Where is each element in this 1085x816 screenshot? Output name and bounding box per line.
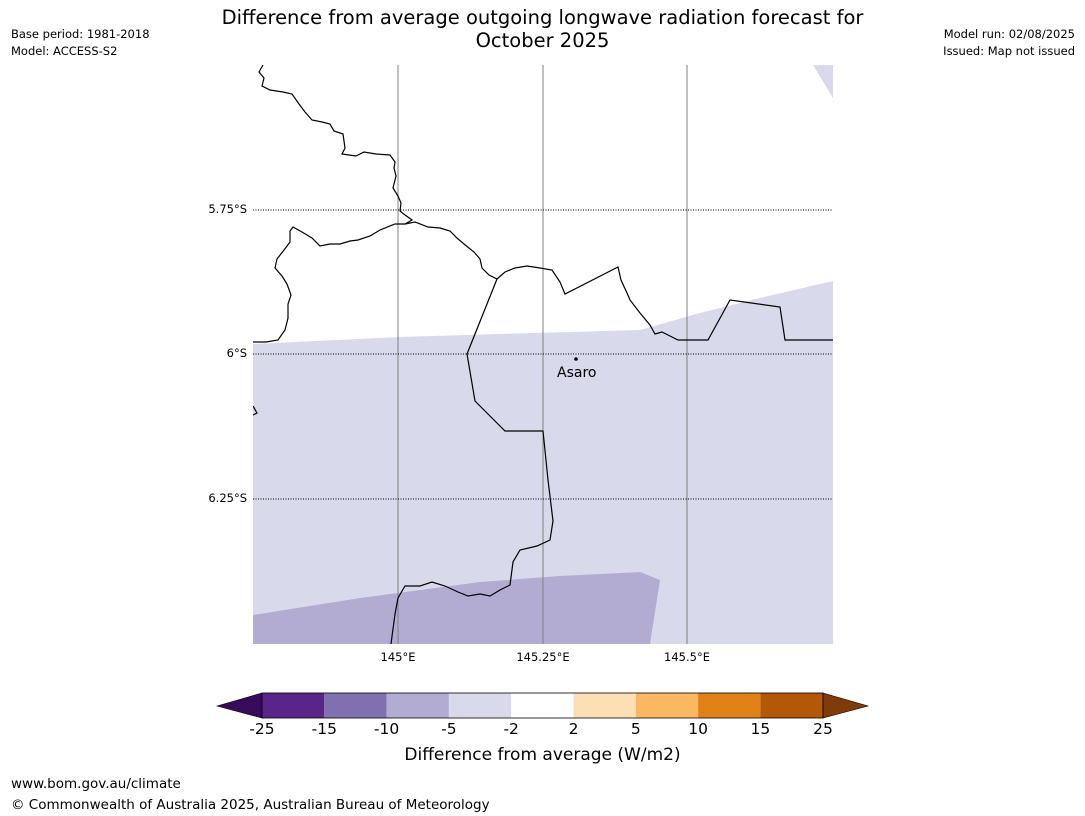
model-run-text: Model run: 02/08/2025 — [943, 27, 1075, 41]
colorbar-tick-label: 10 — [688, 720, 708, 738]
longitude-label: 145°E — [380, 650, 416, 664]
colorbar-tick-label: -10 — [373, 720, 400, 738]
latitude-label: 5.75°S — [208, 202, 247, 216]
map-metadata-left: Base period: 1981-2018 Model: ACCESS-S2 — [11, 26, 150, 60]
colorbar-tick-label: 2 — [568, 720, 579, 738]
colorbar-tick-label: -5 — [441, 720, 457, 738]
colorbar-bin — [698, 693, 761, 718]
boundary-north — [253, 65, 414, 343]
map-metadata-right: Model run: 02/08/2025 Issued: Map not is… — [943, 26, 1075, 60]
town-marker — [574, 357, 578, 361]
town-label: Asaro — [557, 365, 597, 381]
colorbar-bin — [324, 693, 387, 718]
colorbar — [215, 692, 870, 719]
colorbar-outline — [261, 692, 824, 719]
colorbar-over-triangle — [822, 692, 870, 719]
colorbar-bin — [448, 693, 512, 718]
model-text: Model: ACCESS-S2 — [11, 44, 118, 58]
footer-url: www.bom.gov.au/climate — [11, 776, 181, 792]
colorbar-tick-label: 5 — [630, 720, 641, 738]
colorbar-bin — [511, 693, 574, 718]
title-line-2: October 2025 — [475, 29, 610, 52]
colorbar-bin — [760, 693, 823, 718]
map-title: Difference from average outgoing longwav… — [180, 6, 905, 52]
latitude-label: 6.25°S — [208, 491, 247, 505]
colorbar-tick-label: -15 — [311, 720, 337, 738]
longitude-label: 145.25°E — [516, 650, 570, 664]
issued-text: Issued: Map not issued — [943, 44, 1075, 58]
colorbar-tick-label: -25 — [249, 720, 275, 738]
boundary-south — [390, 278, 554, 644]
boundary-central — [404, 221, 833, 341]
title-line-1: Difference from average outgoing longwav… — [221, 6, 864, 29]
base-period-text: Base period: 1981-2018 — [11, 27, 150, 41]
colorbar-tick-label: 15 — [750, 720, 771, 738]
anomaly-band-minus10-minus5 — [253, 572, 660, 644]
colorbar-under-triangle — [215, 692, 263, 719]
colorbar-bin — [635, 693, 699, 718]
colorbar-bin — [262, 693, 325, 718]
colorbar-tick-label: 25 — [813, 720, 833, 738]
anomaly-band-minus5-minus2-corner — [813, 65, 833, 98]
footer-copyright: © Commonwealth of Australia 2025, Austra… — [11, 797, 490, 813]
footer: www.bom.gov.au/climate © Commonwealth of… — [11, 774, 490, 816]
colorbar-tick-label: -2 — [503, 720, 519, 738]
latitude-label: 6°S — [226, 346, 247, 360]
colorbar-bin — [386, 693, 449, 718]
colorbar-title: Difference from average (W/m2) — [404, 745, 681, 765]
longitude-label: 145.5°E — [664, 650, 710, 664]
colorbar-bin — [573, 693, 636, 718]
boundary-west-fragment — [253, 405, 258, 416]
